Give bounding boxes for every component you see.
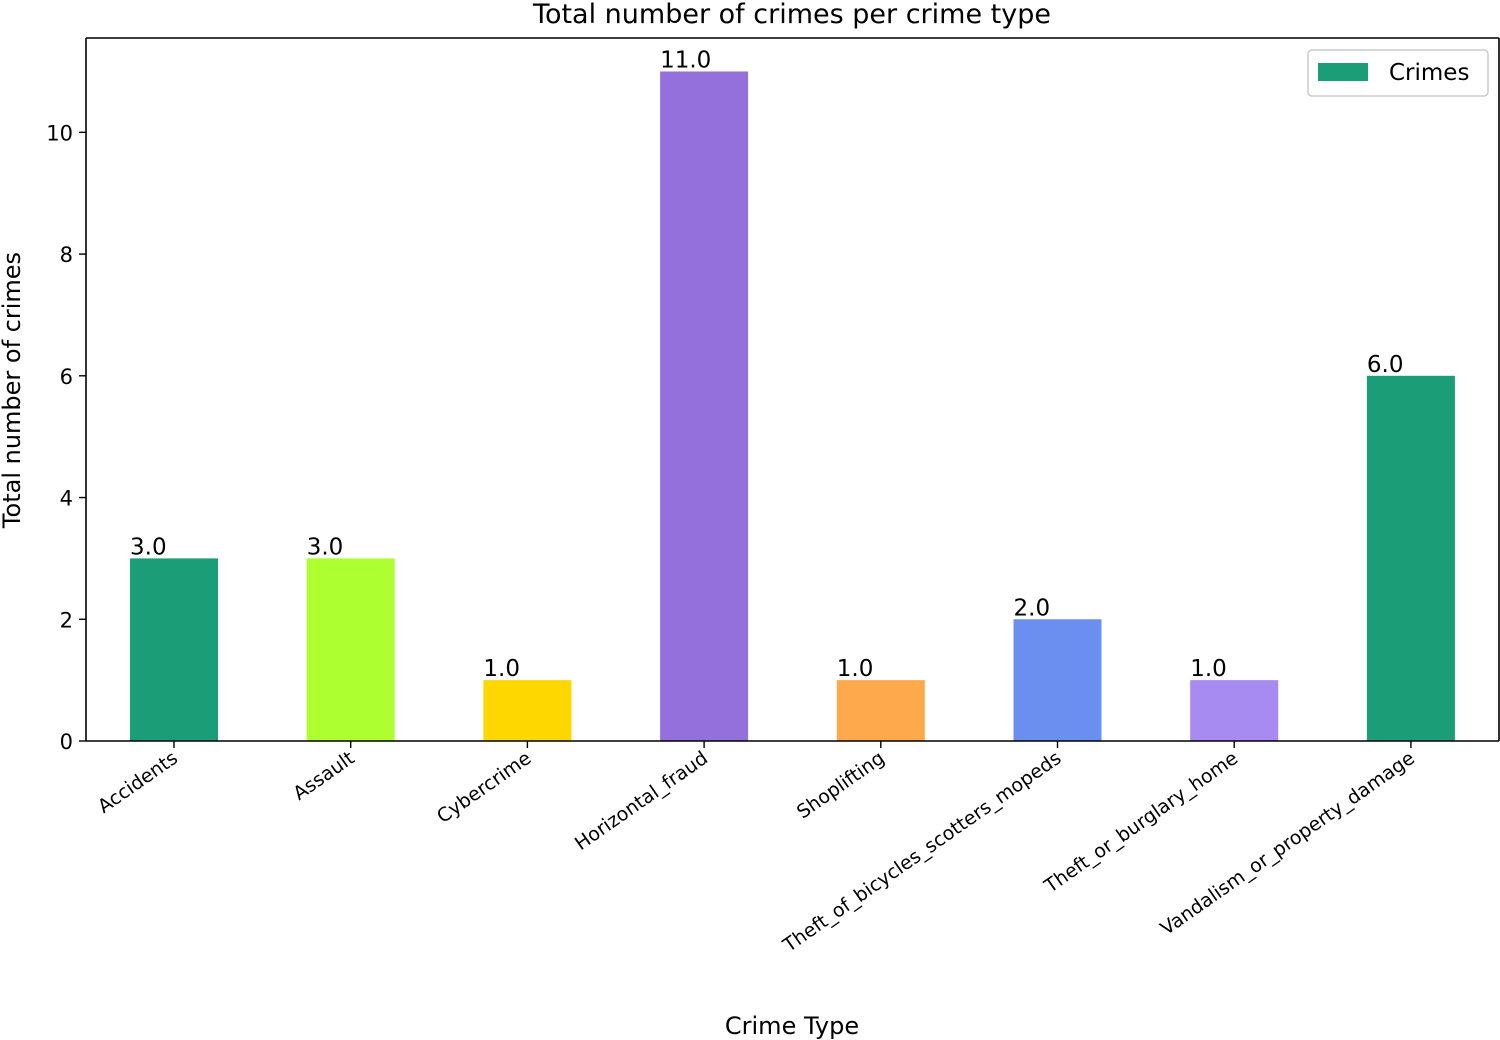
bar-accidents (130, 558, 218, 741)
x-axis-label: Crime Type (725, 1012, 859, 1040)
data-label: 1.0 (837, 656, 874, 682)
x-tick-label: Theft_of_bicycles_scotters_mopeds (778, 747, 1065, 957)
data-label: 1.0 (1190, 656, 1227, 682)
bar-assault (306, 558, 395, 741)
bars-group (130, 71, 1455, 741)
bar-shoplifting (836, 680, 925, 741)
y-tick-label: 4 (60, 487, 73, 511)
y-tick-label: 10 (46, 121, 73, 145)
y-tick-label: 2 (60, 608, 73, 632)
x-axis: Accidents Assault Cybercrime Horizontal_fra… (94, 741, 1419, 957)
bar-cybercrime (483, 680, 572, 741)
legend-swatch (1318, 63, 1368, 81)
y-tick-label: 0 (60, 730, 73, 754)
y-axis-label: Total number of crimes (0, 252, 26, 529)
x-tick-label: Theft_or_burglary_home (1040, 747, 1242, 898)
x-tick-label: Horizontal_fraud (571, 747, 712, 855)
data-label: 2.0 (1014, 595, 1051, 621)
legend-frame (1307, 49, 1489, 97)
y-tick-label: 8 (60, 243, 73, 267)
data-label: 11.0 (660, 47, 711, 73)
y-tick-label: 6 (60, 365, 73, 389)
x-tick-label: Assault (289, 747, 358, 805)
legend: Crimes (1307, 49, 1489, 97)
data-label: 3.0 (307, 534, 344, 560)
x-tick-label: Cybercrime (433, 747, 535, 828)
bar-horizontal-fraud (660, 71, 749, 741)
chart-title: Total number of crimes per crime type (532, 0, 1051, 30)
bar-theft-or-burglary-home (1190, 680, 1279, 741)
x-tick-label: Shoplifting (793, 747, 889, 823)
data-label: 6.0 (1367, 352, 1404, 378)
bar-theft-of-bicycles-scotters-mopeds (1013, 619, 1102, 741)
legend-label: Crimes (1389, 60, 1469, 86)
y-axis: 0 2 4 6 8 10 (46, 121, 86, 754)
bar-vandalism-or-property-damage (1366, 375, 1455, 741)
x-tick-label: Accidents (94, 747, 182, 818)
data-label: 1.0 (483, 656, 520, 682)
data-labels-group: 3.0 3.0 1.0 11.0 1.0 2.0 1.0 6.0 (130, 47, 1403, 682)
data-label: 3.0 (130, 534, 167, 560)
